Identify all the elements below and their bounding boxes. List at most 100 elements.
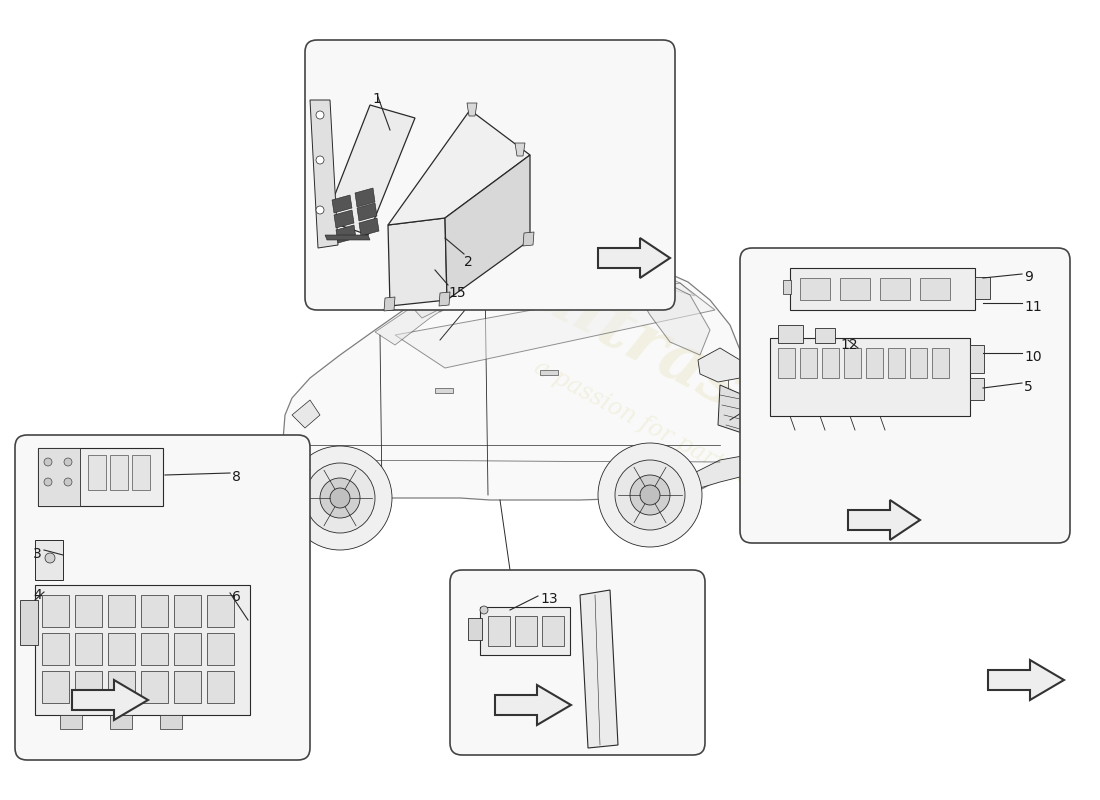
Polygon shape	[468, 103, 477, 116]
Circle shape	[44, 478, 52, 486]
Polygon shape	[336, 225, 356, 243]
Bar	[783, 280, 791, 294]
Circle shape	[316, 111, 324, 119]
Polygon shape	[680, 455, 748, 492]
Bar	[75, 633, 102, 665]
Bar	[488, 616, 510, 646]
Bar	[60, 715, 82, 729]
Text: 11: 11	[1024, 300, 1042, 314]
Polygon shape	[718, 385, 750, 435]
Bar	[920, 278, 950, 300]
Polygon shape	[598, 238, 670, 278]
Text: 9: 9	[1024, 270, 1033, 284]
Polygon shape	[410, 284, 468, 318]
Bar	[790, 268, 975, 310]
Polygon shape	[395, 283, 715, 368]
Polygon shape	[522, 232, 534, 246]
Bar	[888, 348, 905, 378]
Circle shape	[316, 156, 324, 164]
Bar	[910, 348, 927, 378]
Bar	[88, 455, 106, 490]
Bar	[800, 348, 817, 378]
Bar	[970, 345, 985, 373]
Bar	[822, 348, 839, 378]
Bar	[39, 448, 163, 506]
Text: 1: 1	[372, 92, 381, 106]
Bar	[975, 277, 990, 299]
Bar	[42, 633, 69, 665]
Bar	[110, 715, 132, 729]
Bar	[880, 278, 910, 300]
Bar	[207, 633, 234, 665]
Polygon shape	[355, 188, 375, 207]
Bar	[174, 633, 201, 665]
Bar	[844, 348, 861, 378]
FancyBboxPatch shape	[15, 435, 310, 760]
Bar	[35, 585, 250, 715]
Polygon shape	[375, 285, 465, 345]
Circle shape	[640, 485, 660, 505]
Circle shape	[330, 488, 350, 508]
Circle shape	[316, 206, 324, 214]
Text: 6: 6	[232, 590, 241, 604]
Text: 2: 2	[464, 255, 473, 269]
Bar	[108, 671, 135, 703]
Polygon shape	[470, 258, 605, 298]
Polygon shape	[310, 100, 338, 248]
Circle shape	[288, 446, 392, 550]
Bar	[515, 616, 537, 646]
Bar	[75, 671, 102, 703]
Bar	[20, 600, 38, 645]
Polygon shape	[388, 110, 530, 225]
Polygon shape	[388, 218, 447, 306]
Text: 13: 13	[540, 592, 558, 606]
Circle shape	[320, 478, 360, 518]
Circle shape	[630, 475, 670, 515]
Bar	[800, 278, 830, 300]
Polygon shape	[439, 292, 450, 306]
Bar	[132, 455, 150, 490]
Text: 3: 3	[33, 547, 42, 561]
Circle shape	[64, 478, 72, 486]
Polygon shape	[334, 210, 354, 228]
Polygon shape	[332, 195, 352, 213]
Text: 12: 12	[840, 338, 858, 352]
Bar	[174, 671, 201, 703]
Circle shape	[44, 458, 52, 466]
Bar	[207, 671, 234, 703]
Polygon shape	[446, 155, 530, 300]
Bar	[815, 328, 835, 343]
Bar	[932, 348, 949, 378]
Text: 15: 15	[448, 286, 465, 300]
Circle shape	[45, 553, 55, 563]
Bar	[970, 378, 985, 400]
Bar	[108, 633, 135, 665]
Circle shape	[598, 443, 702, 547]
Bar	[468, 618, 482, 640]
Bar	[207, 595, 234, 627]
Polygon shape	[420, 254, 695, 312]
Bar	[480, 607, 570, 655]
Bar	[42, 595, 69, 627]
Polygon shape	[292, 400, 320, 428]
Bar	[141, 595, 168, 627]
Bar	[42, 671, 69, 703]
Text: ultraspares: ultraspares	[518, 256, 942, 524]
Bar	[866, 348, 883, 378]
Bar	[141, 671, 168, 703]
Polygon shape	[988, 660, 1064, 700]
Polygon shape	[384, 297, 395, 311]
Polygon shape	[580, 590, 618, 748]
Circle shape	[615, 460, 685, 530]
Polygon shape	[324, 105, 415, 235]
Bar	[778, 325, 803, 343]
Bar	[110, 455, 128, 490]
Polygon shape	[515, 143, 525, 156]
Bar	[141, 633, 168, 665]
Bar	[778, 348, 795, 378]
Polygon shape	[644, 260, 666, 278]
Text: a passion for parts since 1985: a passion for parts since 1985	[530, 355, 859, 545]
Polygon shape	[635, 270, 710, 355]
Bar	[840, 278, 870, 300]
Text: 8: 8	[232, 470, 241, 484]
